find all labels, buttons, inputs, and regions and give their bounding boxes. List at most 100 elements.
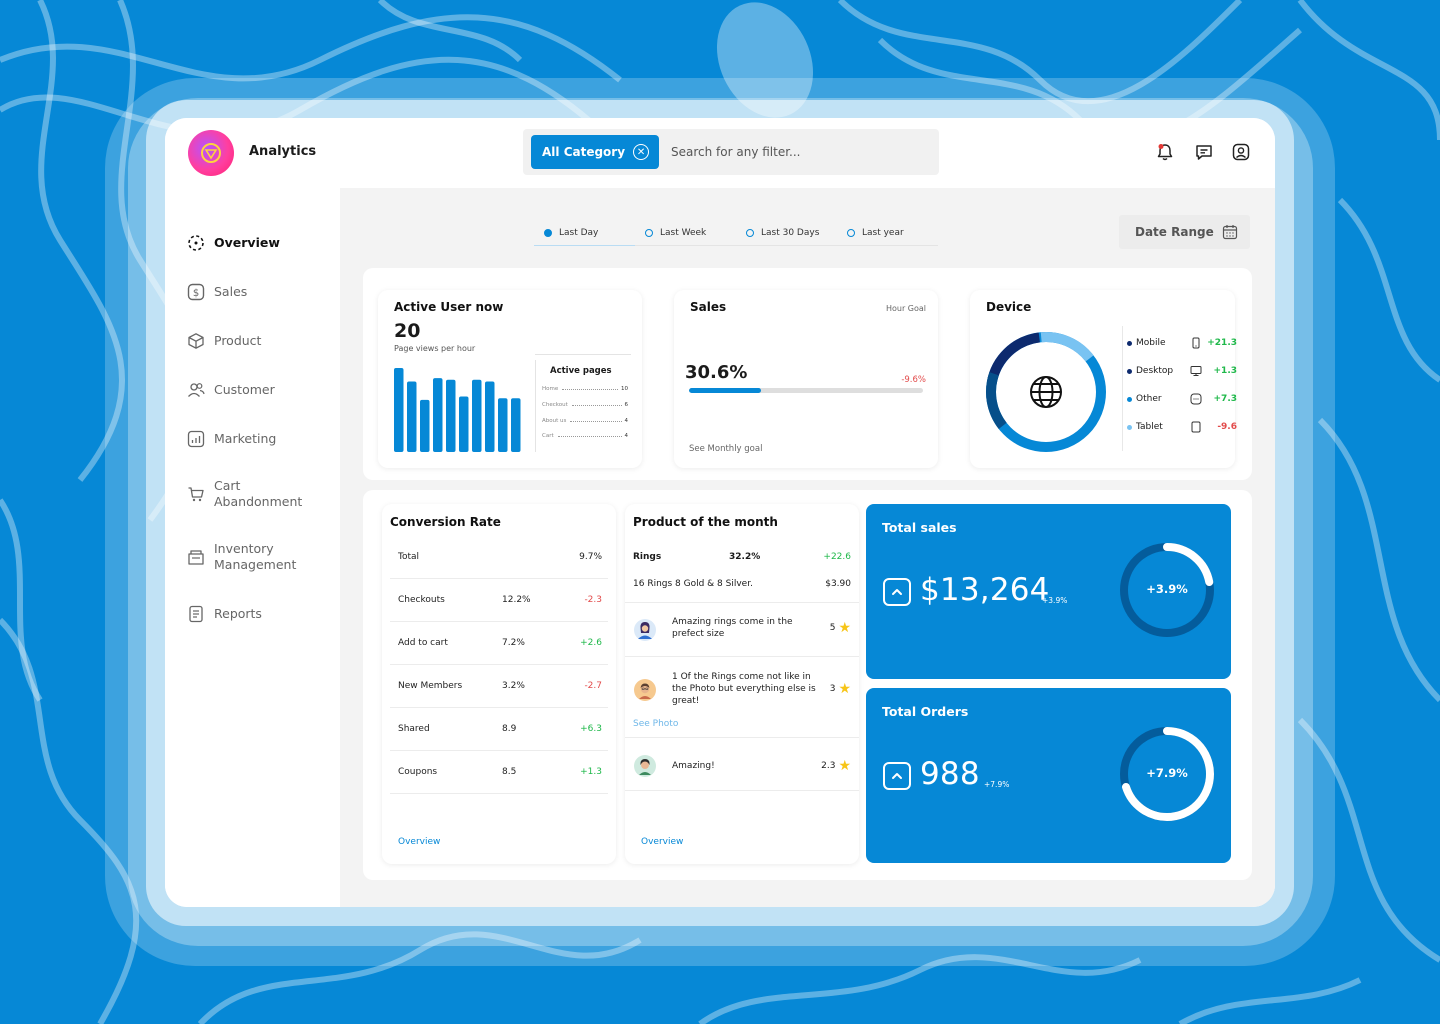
inventory-icon: [187, 548, 205, 566]
bar: [433, 378, 443, 452]
date-range-button[interactable]: Date Range: [1119, 215, 1250, 249]
page-name: Checkout: [542, 402, 568, 408]
rating-value: 5: [829, 623, 836, 633]
conversion-label: New Members: [398, 681, 463, 691]
search-input[interactable]: [671, 137, 931, 167]
sidebar-item-product[interactable]: Product: [187, 332, 261, 350]
review-rating: 2.3 ★: [821, 758, 851, 774]
see-photo-link[interactable]: See Photo: [633, 719, 679, 729]
page-name: Home: [542, 386, 559, 392]
conversion-label: Coupons: [398, 767, 438, 777]
avatar: [634, 619, 656, 641]
tab-last-30-days[interactable]: Last 30 Days: [736, 220, 837, 246]
sidebar-item-label: Overview: [214, 235, 280, 250]
product-name: Rings: [633, 552, 662, 562]
hour-goal-label: Hour Goal: [885, 304, 926, 313]
conversion-value: 12.2%: [502, 595, 531, 605]
avatar: [634, 755, 656, 777]
ring-progress: [1120, 727, 1214, 821]
active-pages-title: Active pages: [550, 366, 612, 376]
device-change: +1.3: [1213, 366, 1237, 376]
sidebar-item-overview[interactable]: Overview: [187, 234, 280, 252]
sidebar-item-cart-abandonment[interactable]: Cart Abandonment: [187, 478, 314, 510]
sidebar-item-customer[interactable]: Customer: [187, 381, 275, 399]
product-description: 16 Rings 8 Gold & 8 Silver.: [633, 579, 753, 589]
product-desc-row: 16 Rings 8 Gold & 8 Silver. $3.90: [633, 579, 851, 589]
sales-card: Sales Hour Goal 30.6% -9.6% See Monthly …: [674, 290, 938, 468]
conversion-value: 9.7%: [579, 552, 602, 562]
sidebar-item-marketing[interactable]: Marketing: [187, 430, 276, 448]
tab-last-year[interactable]: Last year: [837, 220, 938, 246]
sidebar-item-reports[interactable]: Reports: [187, 605, 262, 623]
legend-dot: [1127, 424, 1132, 430]
device-card: Device Mobile +21.3 Desktop +1.3 Other +7.3 Ta…: [970, 290, 1237, 468]
notification-bell-icon[interactable]: [1155, 142, 1175, 162]
user-profile-icon[interactable]: [1231, 142, 1251, 162]
tab-label: Last 30 Days: [761, 227, 820, 238]
divider: [535, 354, 631, 355]
conversion-label: Total: [398, 552, 420, 562]
page-value: 4: [624, 418, 629, 424]
box-icon: [187, 332, 205, 350]
logo-icon: [201, 143, 221, 163]
ring-label: +7.9%: [1146, 766, 1188, 780]
chevron-up-icon[interactable]: [883, 578, 911, 606]
sidebar-item-label: Reports: [214, 606, 262, 621]
review-rating: 5 ★: [829, 621, 851, 635]
chat-icon[interactable]: [1194, 142, 1214, 162]
clear-category-icon[interactable]: ✕: [633, 144, 650, 160]
category-filter-chip[interactable]: All Category ✕: [531, 135, 659, 169]
review-text: 1 Of the Rings come not like in the Phot…: [672, 672, 816, 706]
active-page-row: About us 4: [542, 418, 628, 424]
rating-value: 2.3: [821, 761, 836, 771]
conversion-overview-link[interactable]: Overview: [398, 837, 441, 847]
active-page-row: Cart 4: [542, 433, 628, 439]
other-icon: [1190, 393, 1202, 405]
active-users-card: Active User now 20 Page views per hour A…: [378, 290, 642, 468]
chevron-up-icon[interactable]: [883, 762, 911, 790]
tab-last-day[interactable]: Last Day: [534, 220, 635, 246]
page-name: Cart: [542, 433, 554, 439]
conversion-row: Coupons 8.5 +1.3: [390, 751, 608, 794]
page-value: 10: [621, 386, 628, 392]
conversion-row: Add to cart 7.2% +2.6: [390, 622, 608, 665]
sidebar-item-label: Sales: [214, 284, 248, 299]
page-value: 6: [624, 402, 629, 408]
bar: [420, 399, 430, 452]
sales-percent: 30.6%: [685, 362, 748, 383]
ring-progress: [1120, 543, 1214, 637]
product-overview-link[interactable]: Overview: [641, 837, 684, 847]
star-icon: ★: [838, 758, 851, 774]
radio-dot-icon: [544, 228, 552, 237]
divider: [535, 360, 536, 452]
legend-dot: [1127, 340, 1132, 346]
total-orders-value: 988: [920, 756, 980, 792]
divider: [625, 656, 859, 657]
product-change: +22.6: [823, 552, 851, 562]
device-name: Desktop: [1136, 366, 1174, 376]
logo[interactable]: [188, 130, 234, 176]
tab-label: Last year: [862, 227, 904, 238]
card-title: Device: [986, 300, 1032, 314]
sidebar-item-sales[interactable]: $ Sales: [187, 283, 247, 301]
main-content: Last Day Last Week Last 30 Days Last yea…: [340, 188, 1275, 907]
total-orders-ring: [1120, 727, 1214, 821]
device-row-other: Other +7.3: [1127, 392, 1237, 406]
total-orders-change: +7.9%: [984, 780, 1010, 789]
card-title: Total sales: [882, 520, 957, 535]
tab-last-week[interactable]: Last Week: [635, 220, 736, 246]
device-name: Other: [1136, 394, 1162, 404]
bar: [472, 379, 482, 452]
card-title: Conversion Rate: [390, 515, 501, 529]
see-monthly-goal-link[interactable]: See Monthly goal: [689, 444, 763, 454]
sidebar-item-inventory-management[interactable]: Inventory Management: [187, 541, 314, 573]
active-page-row: Home 10: [542, 386, 628, 392]
bar: [407, 381, 417, 452]
active-users-count: 20: [394, 320, 421, 342]
conversion-change: -2.3: [584, 595, 602, 605]
analytics-app: Analytics All Category ✕ Overview $ Sale…: [165, 118, 1275, 907]
date-range-label: Date Range: [1135, 225, 1214, 239]
conversion-change: +6.3: [580, 724, 602, 734]
card-title: Sales: [690, 300, 727, 314]
bar: [446, 379, 456, 452]
